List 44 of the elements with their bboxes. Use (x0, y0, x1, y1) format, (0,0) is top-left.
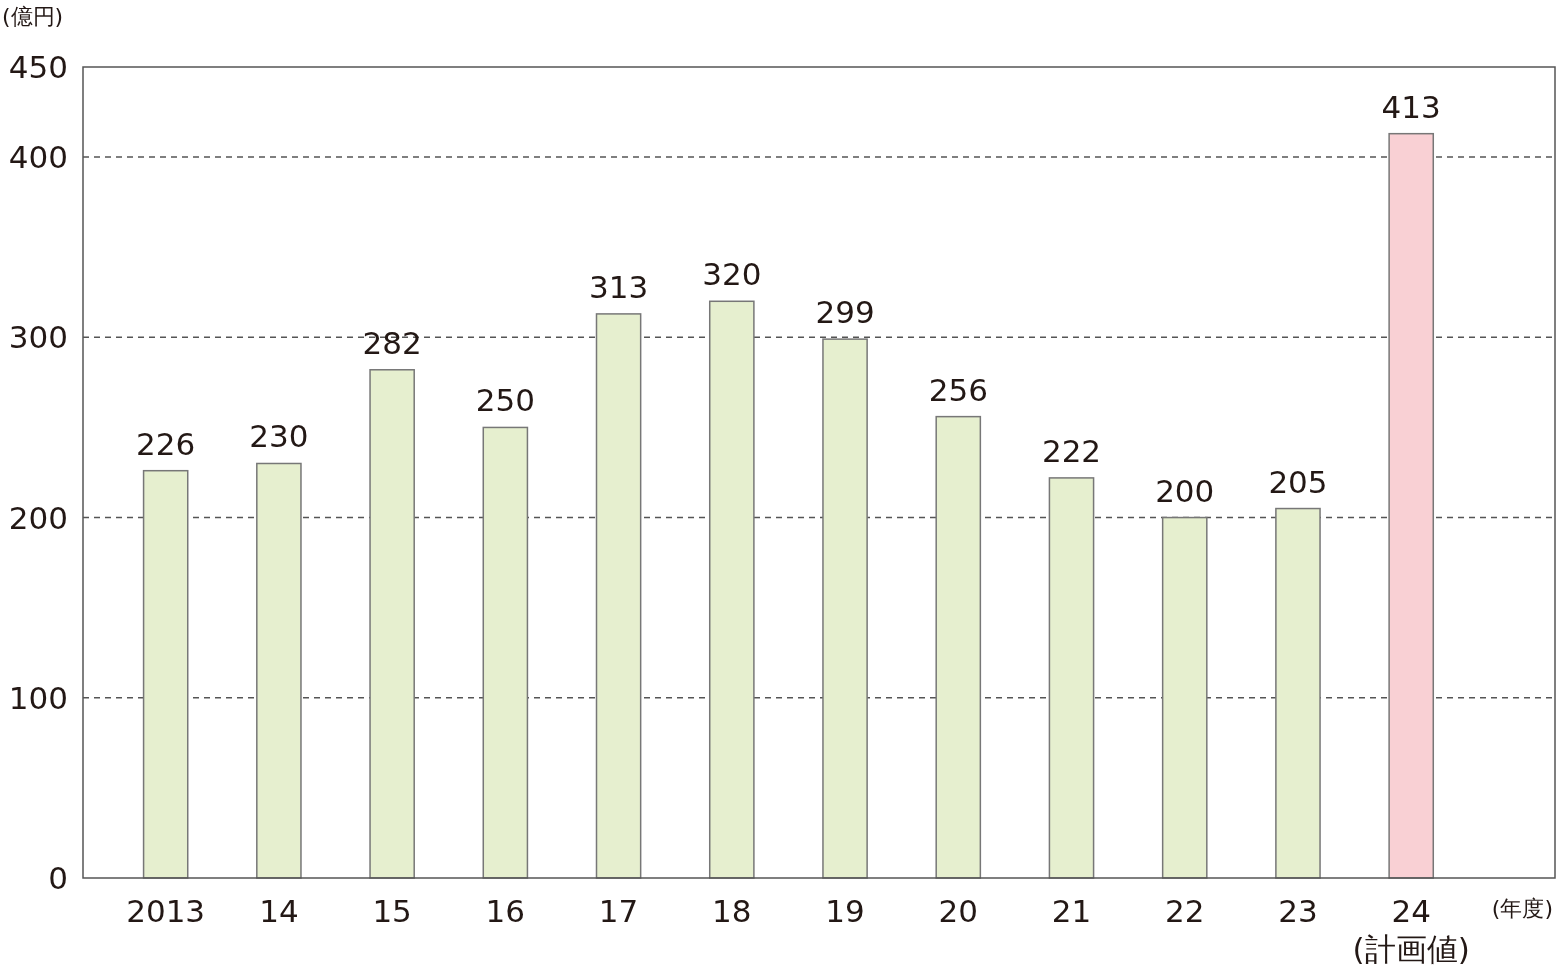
data-label: 222 (1041, 432, 1102, 469)
x-tick-label: 18 (712, 893, 752, 929)
bar (369, 369, 415, 879)
x-tick-label: 15 (372, 893, 412, 929)
x-tick-label: 16 (485, 893, 526, 929)
data-label: 299 (815, 294, 875, 331)
x-axis-title: (年度) (1491, 896, 1553, 921)
y-tick-label: 400 (8, 139, 68, 176)
bar (256, 462, 302, 879)
x-tick-label: 21 (1051, 893, 1092, 929)
y-tick-label: 200 (8, 499, 68, 536)
x-tick-label: 17 (598, 893, 639, 929)
data-label: 200 (1155, 472, 1215, 509)
x-tick-label: 24 (計画値) (1352, 893, 1470, 967)
x-tick-label: 14 (259, 893, 299, 929)
x-tick-label: 19 (825, 893, 865, 929)
data-label: 313 (589, 268, 649, 305)
data-label: 226 (136, 425, 196, 462)
y-tick-label: 100 (8, 679, 68, 716)
data-label: 282 (362, 324, 422, 361)
bar (708, 300, 755, 879)
data-label: 250 (475, 382, 535, 419)
data-label: 320 (702, 256, 762, 293)
x-tick-label: 22 (1165, 893, 1205, 929)
y-tick-label: 450 (8, 49, 68, 85)
bar (595, 313, 642, 879)
bar (482, 426, 529, 879)
data-label: 256 (928, 371, 988, 408)
bar (142, 469, 189, 879)
x-tick-label: 20 (938, 893, 978, 929)
data-label: 230 (249, 418, 309, 455)
bar (1388, 132, 1435, 879)
bar (822, 338, 868, 879)
data-label: 205 (1268, 463, 1328, 500)
y-axis-title: (億円) (2, 4, 64, 29)
bar (935, 415, 982, 879)
bar (1048, 477, 1095, 879)
x-tick-label: 2013 (126, 893, 206, 929)
bar (1275, 507, 1321, 879)
y-tick-label: 0 (48, 860, 68, 896)
data-label: 413 (1381, 88, 1441, 125)
bar (1161, 516, 1208, 879)
x-tick-label: 23 (1278, 893, 1318, 929)
y-tick-label: 300 (8, 319, 68, 356)
